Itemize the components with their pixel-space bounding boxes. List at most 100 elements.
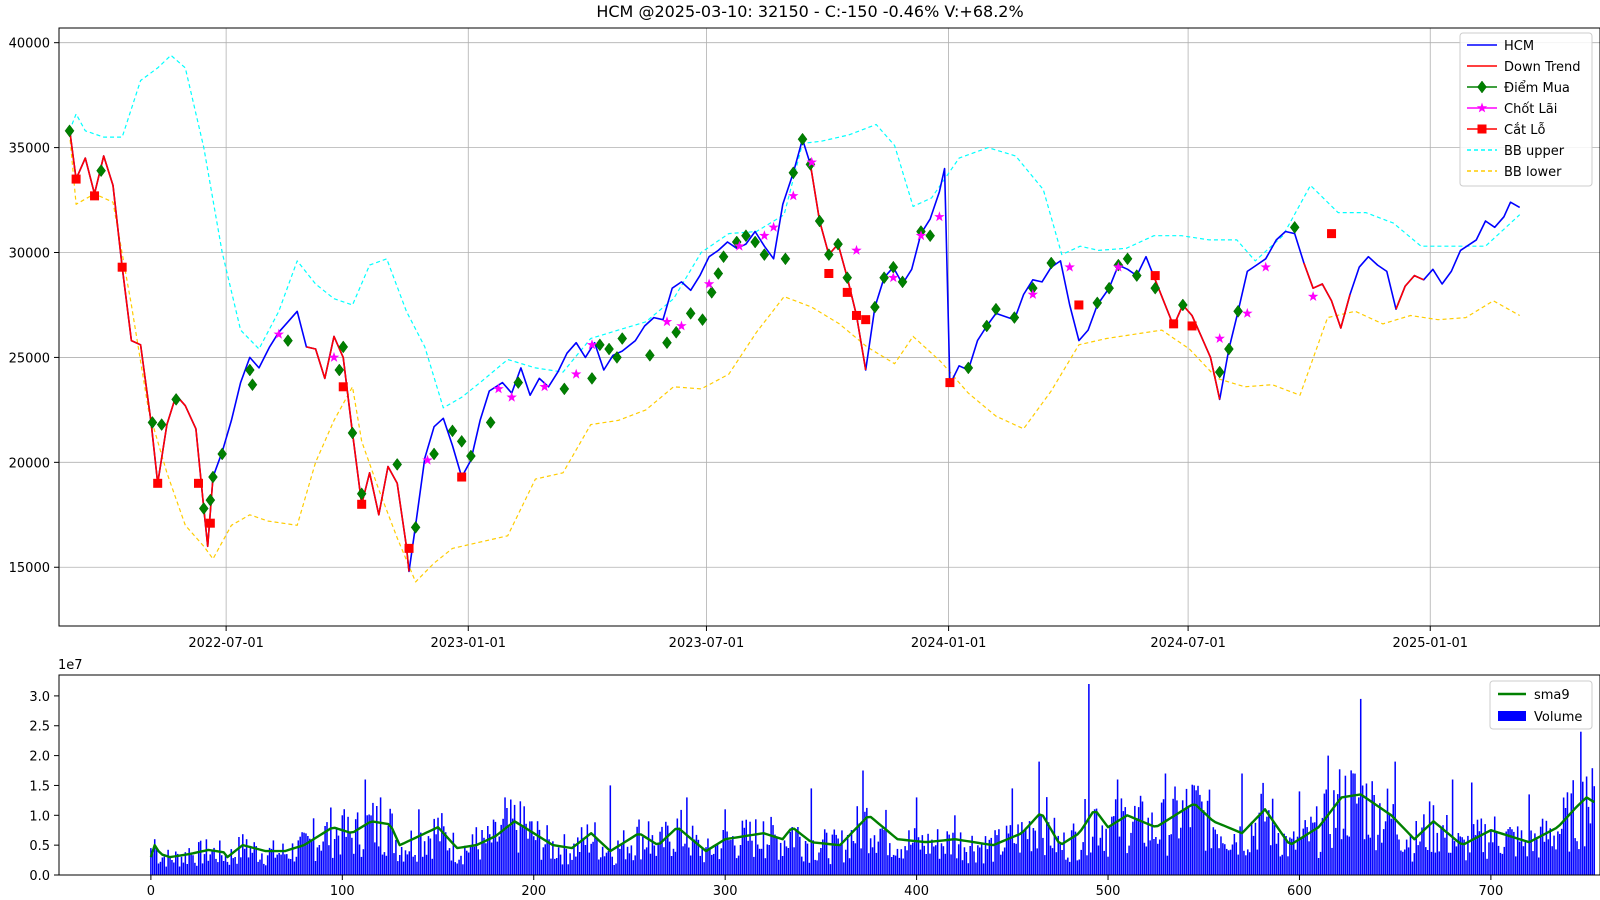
volume-bar: [178, 866, 181, 875]
volume-bar: [1084, 799, 1086, 875]
stop-loss-marker: [1169, 319, 1179, 329]
volume-bar: [1135, 818, 1138, 875]
buy-marker: [824, 248, 834, 262]
buy-marker: [925, 229, 935, 243]
volume-bar: [818, 852, 820, 875]
volume-bar: [1199, 794, 1201, 875]
buy-marker: [963, 361, 974, 375]
volume-bar: [1440, 826, 1442, 875]
volume-bar: [601, 846, 604, 875]
volume-bar: [655, 855, 658, 875]
volume-bar: [1130, 832, 1132, 875]
volume-axes: 0 100 200 300 400 500 600 700 0.0 0.5 1.0 1.5 2.0 2.5…: [29, 690, 1503, 899]
volume-bar: [561, 864, 564, 875]
volume-bar: [797, 827, 799, 875]
volume-bar: [567, 864, 569, 875]
stop-loss-marker: [205, 518, 215, 528]
volume-bar: [1413, 853, 1416, 875]
volume-bar: [249, 845, 252, 875]
volume-bar: [358, 844, 361, 875]
volume-bar: [1180, 827, 1182, 875]
volume-bar: [864, 811, 866, 875]
buy-marker: [410, 520, 421, 534]
volume-bar: [957, 844, 960, 875]
volume-bar: [578, 852, 581, 875]
volume-bar: [263, 863, 265, 875]
volume-bar: [1463, 839, 1465, 875]
volume-bar: [789, 831, 792, 875]
volume-x-tick-label: 100: [330, 884, 355, 899]
volume-bar: [1019, 852, 1021, 875]
volume-bar: [697, 839, 700, 875]
volume-bar: [1375, 850, 1377, 875]
volume-y-tick-label: 0.0: [29, 869, 50, 884]
volume-bar: [913, 828, 916, 875]
volume-bar: [1294, 849, 1297, 875]
volume-bar: [837, 838, 839, 875]
volume-bar: [887, 855, 889, 875]
volume-bar: [716, 843, 719, 875]
volume-bar: [242, 834, 244, 875]
volume-bar: [611, 856, 613, 875]
volume-bar: [621, 844, 623, 875]
volume-bar: [1528, 794, 1530, 875]
volume-bar: [230, 849, 233, 875]
volume-bar: [1365, 783, 1368, 875]
buy-marker: [1104, 281, 1114, 295]
volume-bar: [1178, 838, 1180, 875]
volume-bar: [845, 849, 847, 875]
volume-bar: [1237, 854, 1239, 875]
volume-bar: [1377, 834, 1379, 875]
volume-bar: [889, 843, 891, 875]
volume-bar: [1271, 798, 1274, 875]
volume-bar: [557, 847, 560, 875]
volume-bar: [743, 827, 746, 875]
buy-marker: [1289, 220, 1300, 234]
volume-y-tick-label: 2.0: [29, 750, 50, 765]
volume-bar: [705, 847, 707, 875]
volume-bar: [1409, 834, 1412, 875]
volume-bar: [940, 843, 943, 875]
volume-x-tick-label: 600: [1287, 884, 1312, 899]
volume-bar: [1118, 836, 1121, 875]
volume-x-tick-label: 200: [521, 884, 546, 899]
volume-y-tick-label: 0.5: [29, 839, 50, 854]
volume-bar: [465, 850, 468, 875]
volume-bar: [320, 850, 323, 875]
volume-bar: [1208, 789, 1211, 875]
volume-bar: [1549, 828, 1551, 875]
volume-bar: [791, 827, 793, 875]
volume-bar: [603, 856, 606, 875]
stop-loss-marker: [153, 478, 163, 488]
volume-bar: [1149, 840, 1151, 875]
take-profit-marker: [851, 244, 862, 255]
volume-bar: [638, 819, 640, 875]
volume-bar: [444, 832, 447, 875]
volume-bar: [711, 854, 713, 875]
volume-bar: [695, 834, 698, 875]
volume-bar: [1428, 801, 1431, 875]
buy-marker: [697, 313, 708, 327]
volume-bar: [175, 851, 177, 875]
volume-bar: [1185, 788, 1188, 875]
volume-bar: [573, 843, 575, 875]
volume-bar: [264, 865, 267, 875]
volume-bar: [980, 843, 983, 875]
volume-bar: [1114, 799, 1117, 875]
volume-bar: [188, 848, 190, 875]
volume-bar: [1120, 798, 1123, 875]
volume-bar: [1162, 799, 1165, 875]
volume-bar: [542, 847, 545, 875]
buy-marker: [198, 502, 209, 515]
volume-bar: [714, 845, 717, 875]
volume-bar: [1015, 843, 1017, 875]
buy-marker: [981, 319, 992, 333]
volume-bar: [1526, 856, 1529, 875]
volume-bar: [376, 806, 378, 875]
price-x-tick-label: 2024-07-01: [1150, 636, 1226, 651]
volume-bar: [1137, 807, 1140, 875]
volume-bar: [555, 858, 558, 875]
volume-bar: [1515, 856, 1517, 875]
buy-marker: [64, 124, 75, 138]
volume-bar: [1053, 817, 1056, 875]
